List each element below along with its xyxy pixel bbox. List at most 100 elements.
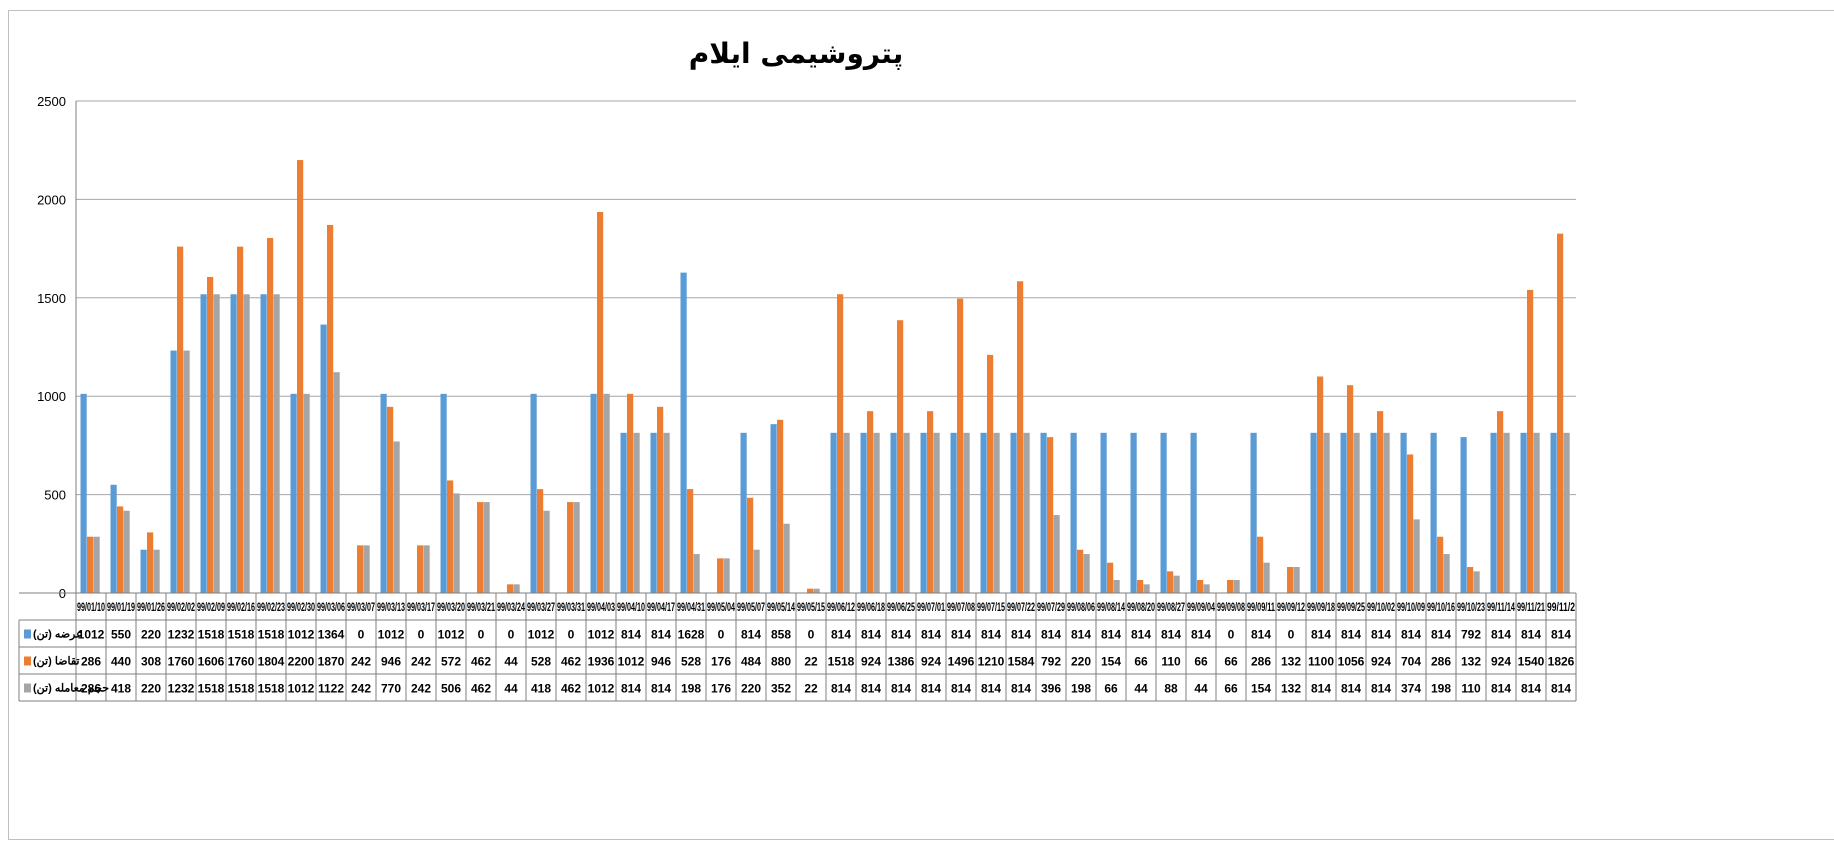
bar-2-99/08/20 bbox=[1137, 580, 1144, 593]
data-label: 1518 bbox=[228, 628, 255, 642]
x-tick-label: 99/04/10 bbox=[617, 600, 645, 614]
bar-1-99/09/18 bbox=[1310, 432, 1317, 593]
bar-2-99/03/13 bbox=[387, 406, 394, 593]
data-label: 814 bbox=[1401, 628, 1421, 642]
bar-2-99/08/14 bbox=[1107, 562, 1114, 593]
bar-1-99/08/27 bbox=[1160, 432, 1167, 593]
bar-3-99/08/14 bbox=[1113, 580, 1120, 593]
x-tick-label: 99/08/27 bbox=[1157, 600, 1185, 614]
bar-2-99/08/27 bbox=[1167, 571, 1174, 593]
data-label: 506 bbox=[441, 682, 461, 696]
data-label: 0 bbox=[1228, 628, 1235, 642]
data-label: 88 bbox=[1164, 682, 1178, 696]
data-label: 814 bbox=[861, 628, 881, 642]
bar-3-99/09/04 bbox=[1203, 584, 1210, 593]
data-label: 440 bbox=[111, 655, 131, 669]
legend-label: حجم معامله (تن) bbox=[33, 683, 109, 695]
data-label: 814 bbox=[1491, 682, 1511, 696]
data-label: 242 bbox=[411, 682, 431, 696]
data-label: 198 bbox=[1071, 682, 1091, 696]
data-label: 1012 bbox=[378, 628, 405, 642]
chart-frame: پتروشیمی ایلام 0 500 1000 1500 2000 2500 99/0… bbox=[8, 10, 1834, 840]
data-label: 814 bbox=[1311, 682, 1331, 696]
bar-1-99/04/10 bbox=[620, 432, 627, 593]
data-label: 814 bbox=[891, 682, 911, 696]
data-label: 1628 bbox=[678, 628, 705, 642]
bar-1-99/11/21 bbox=[1520, 432, 1527, 593]
bar-2-99/09/08 bbox=[1227, 580, 1234, 593]
data-label: 814 bbox=[981, 628, 1001, 642]
data-label: 814 bbox=[1521, 628, 1541, 642]
x-tick-label: 99/08/06 bbox=[1067, 600, 1095, 614]
bar-1-99/11/14 bbox=[1490, 432, 1497, 593]
x-tick-label: 99/04/31 bbox=[677, 600, 705, 614]
bar-2-99/06/12 bbox=[837, 294, 844, 593]
bar-1-99/06/12 bbox=[830, 432, 837, 593]
data-label: 242 bbox=[351, 682, 371, 696]
data-label: 924 bbox=[1491, 655, 1511, 669]
bar-3-99/03/24 bbox=[513, 584, 520, 593]
bar-3-99/03/06 bbox=[333, 372, 340, 593]
data-label: 814 bbox=[621, 628, 641, 642]
data-label: 0 bbox=[808, 628, 815, 642]
x-tick-label: 99/09/12 bbox=[1277, 600, 1305, 614]
bar-1-99/03/27 bbox=[530, 393, 537, 593]
bar-2-99/03/17 bbox=[417, 545, 424, 593]
bar-1-99/08/06 bbox=[1070, 432, 1077, 593]
data-label: 814 bbox=[1341, 628, 1361, 642]
data-label: 132 bbox=[1461, 655, 1481, 669]
bar-3-99/10/16 bbox=[1443, 554, 1450, 593]
x-tick-label: 99/05/04 bbox=[707, 600, 735, 614]
data-label: 132 bbox=[1281, 682, 1301, 696]
bar-3-99/09/12 bbox=[1293, 567, 1300, 593]
x-tick-label: 99/08/20 bbox=[1127, 600, 1155, 614]
bar-3-99/02/16 bbox=[243, 294, 250, 593]
x-tick-label: 99/01/26 bbox=[137, 600, 165, 614]
data-label: 308 bbox=[141, 655, 161, 669]
data-label: 462 bbox=[471, 682, 491, 696]
data-label: 946 bbox=[381, 655, 401, 669]
bar-1-99/01/10 bbox=[80, 393, 87, 593]
data-label: 198 bbox=[1431, 682, 1451, 696]
data-label: 1540 bbox=[1518, 655, 1545, 669]
bar-1-99/02/02 bbox=[170, 350, 177, 593]
data-label: 814 bbox=[1521, 682, 1541, 696]
data-label: 1870 bbox=[318, 655, 345, 669]
data-label: 242 bbox=[411, 655, 431, 669]
bar-1-99/06/25 bbox=[890, 432, 897, 593]
bar-1-99/07/29 bbox=[1040, 432, 1047, 593]
data-label: 792 bbox=[1461, 628, 1481, 642]
chart-svg: پتروشیمی ایلام 0 500 1000 1500 2000 2500 99/0… bbox=[18, 37, 1577, 702]
bar-3-99/02/30 bbox=[303, 393, 310, 593]
bar-3-99/03/17 bbox=[423, 545, 430, 593]
legend-key-3 bbox=[24, 683, 31, 693]
bar-2-99/03/24 bbox=[507, 584, 514, 593]
data-label: 814 bbox=[1161, 628, 1181, 642]
data-label: 814 bbox=[921, 682, 941, 696]
data-label: 1012 bbox=[288, 628, 315, 642]
bar-3-99/09/08 bbox=[1233, 580, 1240, 593]
chart-title: پتروشیمی ایلام bbox=[689, 37, 903, 70]
data-label: 572 bbox=[441, 655, 461, 669]
bar-3-99/11/14 bbox=[1503, 432, 1510, 593]
x-tick-label: 99/01/19 bbox=[107, 600, 135, 614]
x-tick-label: 99/02/09 bbox=[197, 600, 225, 614]
data-label: 1012 bbox=[438, 628, 465, 642]
data-label: 66 bbox=[1104, 682, 1118, 696]
data-label: 814 bbox=[651, 628, 671, 642]
bar-2-99/03/07 bbox=[357, 545, 364, 593]
bar-3-99/04/10 bbox=[633, 432, 640, 593]
bar-1-99/01/26 bbox=[140, 549, 147, 593]
data-label: 176 bbox=[711, 655, 731, 669]
bar-1-99/02/09 bbox=[200, 294, 207, 593]
x-tick-label: 99/10/09 bbox=[1397, 600, 1425, 614]
x-tick-label: 99/11/14 bbox=[1487, 600, 1515, 614]
data-label: 528 bbox=[681, 655, 701, 669]
bar-2-99/05/07 bbox=[747, 497, 754, 593]
x-tick-label: 99/05/14 bbox=[767, 600, 795, 614]
bar-3-99/09/18 bbox=[1323, 432, 1330, 593]
data-label: 374 bbox=[1401, 682, 1421, 696]
x-tick-label: 99/07/29 bbox=[1037, 600, 1065, 614]
data-label: 44 bbox=[504, 682, 518, 696]
x-tick-label: 99/02/23 bbox=[257, 600, 285, 614]
